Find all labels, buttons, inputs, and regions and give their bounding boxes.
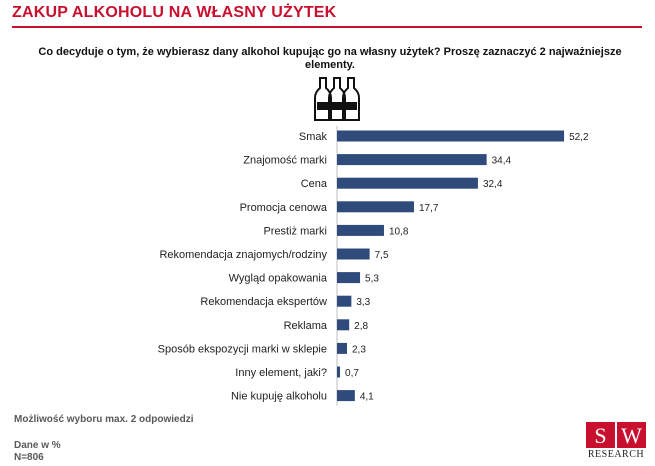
category-label: Sposób ekspozycji marki w sklepie	[158, 343, 327, 355]
data-label: 17,7	[419, 203, 439, 214]
bar	[337, 272, 361, 284]
bar	[337, 177, 478, 189]
data-info: Dane w % N=806	[14, 440, 61, 464]
category-label: Nie kupuję alkoholu	[231, 391, 327, 403]
category-label: Prestiż marki	[263, 225, 327, 237]
data-label: 0,7	[345, 368, 359, 379]
title-divider	[12, 26, 642, 28]
bar	[337, 295, 352, 307]
footnote: Możliwość wyboru max. 2 odpowiedzi	[14, 414, 194, 425]
data-label: 2,3	[352, 344, 366, 355]
data-label: 32,4	[483, 179, 503, 190]
page-title: ZAKUP ALKOHOLU NA WŁASNY UŻYTEK	[12, 4, 337, 21]
bar	[337, 130, 565, 142]
category-label: Smak	[299, 131, 328, 143]
category-label: Cena	[301, 178, 328, 190]
bar	[337, 342, 348, 354]
survey-question: Co decyduje o tym, że wybierasz dany alk…	[38, 46, 622, 71]
data-label: 52,2	[569, 132, 589, 143]
bottles-icon	[314, 77, 360, 121]
bar	[337, 366, 341, 378]
data-label: 34,4	[492, 156, 512, 167]
category-label: Inny element, jaki?	[235, 367, 327, 379]
data-label: 7,5	[375, 250, 389, 261]
data-label: 4,1	[360, 392, 374, 403]
bar	[337, 201, 414, 213]
data-label: 5,3	[365, 274, 379, 285]
category-label: Wygląd opakowania	[229, 273, 328, 285]
unit-label: Dane w %	[14, 440, 61, 451]
category-label: Reklama	[284, 320, 328, 332]
category-label: Rekomendacja ekspertów	[200, 296, 327, 308]
category-label: Znajomość marki	[243, 155, 327, 167]
sample-size: N=806	[14, 452, 44, 463]
data-label: 2,8	[354, 321, 368, 332]
bar	[337, 224, 384, 236]
bar	[337, 154, 487, 166]
category-label: Promocja cenowa	[240, 202, 328, 214]
logo-letter-w: W	[617, 422, 646, 448]
bar	[337, 248, 370, 260]
bar	[337, 319, 350, 331]
logo-subtitle: RESEARCH	[587, 449, 645, 460]
logo-letter-s: S	[586, 422, 615, 448]
category-label: Rekomendacja znajomych/rodziny	[159, 249, 327, 261]
bar	[337, 390, 355, 402]
data-label: 10,8	[389, 226, 409, 237]
data-label: 3,3	[356, 297, 370, 308]
sw-research-logo: S W RESEARCH	[586, 422, 646, 460]
